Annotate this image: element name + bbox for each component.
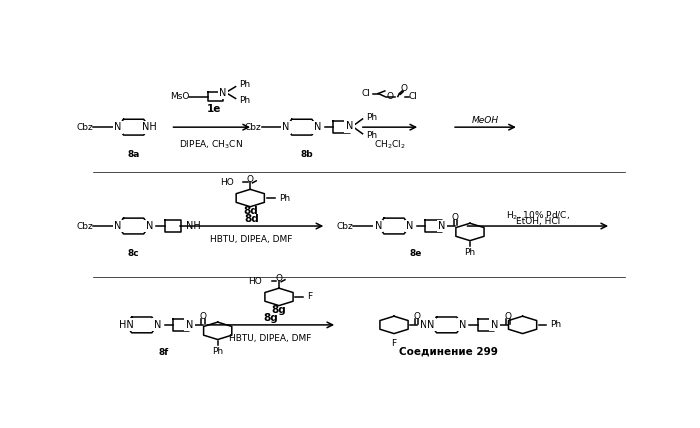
Text: 8g: 8g	[263, 312, 278, 323]
Text: 8e: 8e	[410, 249, 422, 258]
Text: 8b: 8b	[301, 150, 314, 159]
Text: MsO: MsO	[170, 92, 190, 101]
Text: N: N	[314, 122, 321, 132]
Text: O: O	[452, 213, 458, 222]
Text: N: N	[114, 221, 122, 231]
Text: N: N	[427, 320, 435, 330]
Text: Ph: Ph	[366, 131, 377, 140]
Text: N: N	[114, 122, 122, 132]
Text: Ph: Ph	[550, 321, 561, 330]
Text: N: N	[374, 221, 382, 231]
Text: N: N	[219, 88, 227, 98]
Text: F: F	[391, 339, 397, 348]
Text: HBTU, DIPEA, DMF: HBTU, DIPEA, DMF	[229, 334, 312, 343]
Text: 1e: 1e	[206, 104, 221, 114]
Text: 8g: 8g	[272, 305, 286, 315]
Text: Ph: Ph	[239, 96, 251, 105]
Text: H$_2$, 10% Pd/C,: H$_2$, 10% Pd/C,	[506, 210, 570, 223]
Text: HO: HO	[220, 178, 233, 187]
Text: N: N	[458, 320, 466, 330]
Text: Cbz: Cbz	[337, 222, 354, 231]
Text: Cl: Cl	[361, 89, 370, 98]
Text: N: N	[154, 320, 161, 330]
Text: Cbz: Cbz	[76, 222, 93, 231]
Text: O: O	[246, 175, 253, 184]
Text: Ph: Ph	[366, 113, 377, 122]
Text: 8d: 8d	[244, 214, 259, 224]
Text: 8f: 8f	[158, 348, 169, 357]
Text: Ph: Ph	[464, 248, 475, 257]
Text: HBTU, DIPEA, DMF: HBTU, DIPEA, DMF	[210, 235, 293, 244]
Text: N: N	[282, 122, 290, 132]
Text: O: O	[505, 312, 512, 321]
Text: F: F	[307, 292, 312, 301]
Text: DIPEA, CH$_3$CN: DIPEA, CH$_3$CN	[179, 138, 243, 151]
Text: 8a: 8a	[127, 150, 140, 159]
Text: NH: NH	[186, 221, 201, 231]
Text: 8c: 8c	[128, 249, 139, 258]
Text: N: N	[146, 221, 153, 231]
Text: N: N	[186, 320, 193, 330]
Text: CH$_2$Cl$_2$: CH$_2$Cl$_2$	[374, 138, 406, 151]
Text: Ph: Ph	[279, 193, 290, 202]
Text: Ph: Ph	[212, 347, 223, 356]
Text: O: O	[413, 312, 420, 321]
Text: Ph: Ph	[239, 80, 251, 89]
Text: O: O	[400, 84, 407, 93]
Text: N: N	[346, 121, 354, 131]
Text: NH: NH	[142, 122, 157, 132]
Text: Cbz: Cbz	[76, 123, 93, 132]
Text: N: N	[438, 221, 445, 231]
Text: Соединение 299: Соединение 299	[399, 347, 498, 357]
Text: MeOH: MeOH	[472, 116, 498, 125]
Text: N: N	[420, 320, 428, 330]
Text: O: O	[386, 92, 393, 101]
Text: O: O	[199, 312, 206, 321]
Text: HO: HO	[248, 276, 262, 285]
Text: Cl: Cl	[409, 92, 417, 101]
Text: O: O	[276, 273, 283, 282]
Text: 8d: 8d	[243, 206, 258, 216]
Text: N: N	[491, 320, 498, 330]
Text: Cbz: Cbz	[245, 123, 262, 132]
Text: N: N	[406, 221, 414, 231]
Text: HN: HN	[118, 320, 134, 330]
Text: EtOH, HCl: EtOH, HCl	[516, 217, 560, 226]
